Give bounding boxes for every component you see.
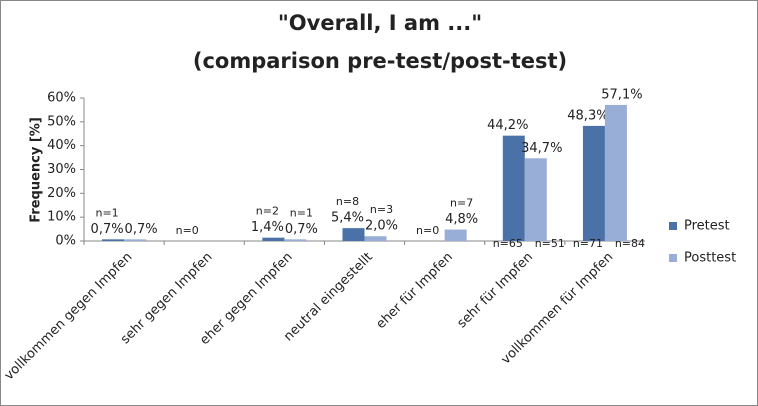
n-label: n=1 bbox=[290, 206, 313, 219]
legend-swatch bbox=[669, 254, 677, 262]
n-label: n=1 bbox=[95, 206, 118, 219]
value-label: 0,7% bbox=[91, 222, 124, 237]
bar bbox=[262, 237, 285, 241]
bar bbox=[364, 236, 387, 241]
value-label: 44,2% bbox=[487, 118, 528, 133]
y-tick-label: 40% bbox=[47, 138, 76, 153]
value-label: 5,4% bbox=[331, 211, 364, 226]
bar bbox=[444, 229, 467, 241]
bar bbox=[582, 125, 605, 241]
bar bbox=[124, 239, 147, 241]
value-label: 34,7% bbox=[521, 141, 562, 156]
n-label: n=0 bbox=[416, 224, 439, 237]
value-label: 48,3% bbox=[567, 108, 608, 123]
n-label: n=84 bbox=[615, 237, 645, 250]
n-label: n=51 bbox=[535, 237, 565, 250]
y-tick-label: 60% bbox=[47, 91, 76, 106]
bar bbox=[524, 158, 547, 241]
y-tick-label: 0% bbox=[55, 234, 76, 249]
bar bbox=[604, 104, 627, 241]
n-label: n=71 bbox=[573, 237, 603, 250]
bar bbox=[102, 239, 125, 241]
chart-title: "Overall, I am ..." bbox=[278, 11, 482, 35]
y-tick-label: 30% bbox=[47, 162, 76, 177]
bar bbox=[502, 135, 525, 241]
n-label: n=3 bbox=[370, 203, 393, 216]
bar bbox=[284, 239, 307, 241]
value-label: 57,1% bbox=[601, 87, 642, 102]
n-label: n=2 bbox=[256, 205, 279, 218]
legend-label: Posttest bbox=[684, 251, 736, 266]
n-label: n=8 bbox=[336, 195, 359, 208]
value-label: 4,8% bbox=[445, 212, 478, 227]
value-label: 0,7% bbox=[125, 222, 158, 237]
value-label: 1,4% bbox=[251, 220, 284, 235]
n-label: n=7 bbox=[450, 197, 473, 210]
n-label: n=0 bbox=[176, 224, 199, 237]
y-axis-label: Frequency [%] bbox=[29, 117, 44, 223]
y-tick-label: 50% bbox=[47, 114, 76, 129]
y-tick-label: 20% bbox=[47, 186, 76, 201]
legend-swatch bbox=[669, 222, 677, 230]
bar bbox=[342, 228, 365, 241]
chart-subtitle: (comparison pre-test/post-test) bbox=[193, 49, 567, 73]
y-tick-label: 10% bbox=[47, 210, 76, 225]
value-label: 0,7% bbox=[285, 222, 318, 237]
n-label: n=65 bbox=[493, 237, 523, 250]
value-label: 2,0% bbox=[365, 219, 398, 234]
legend-label: Pretest bbox=[684, 219, 730, 234]
